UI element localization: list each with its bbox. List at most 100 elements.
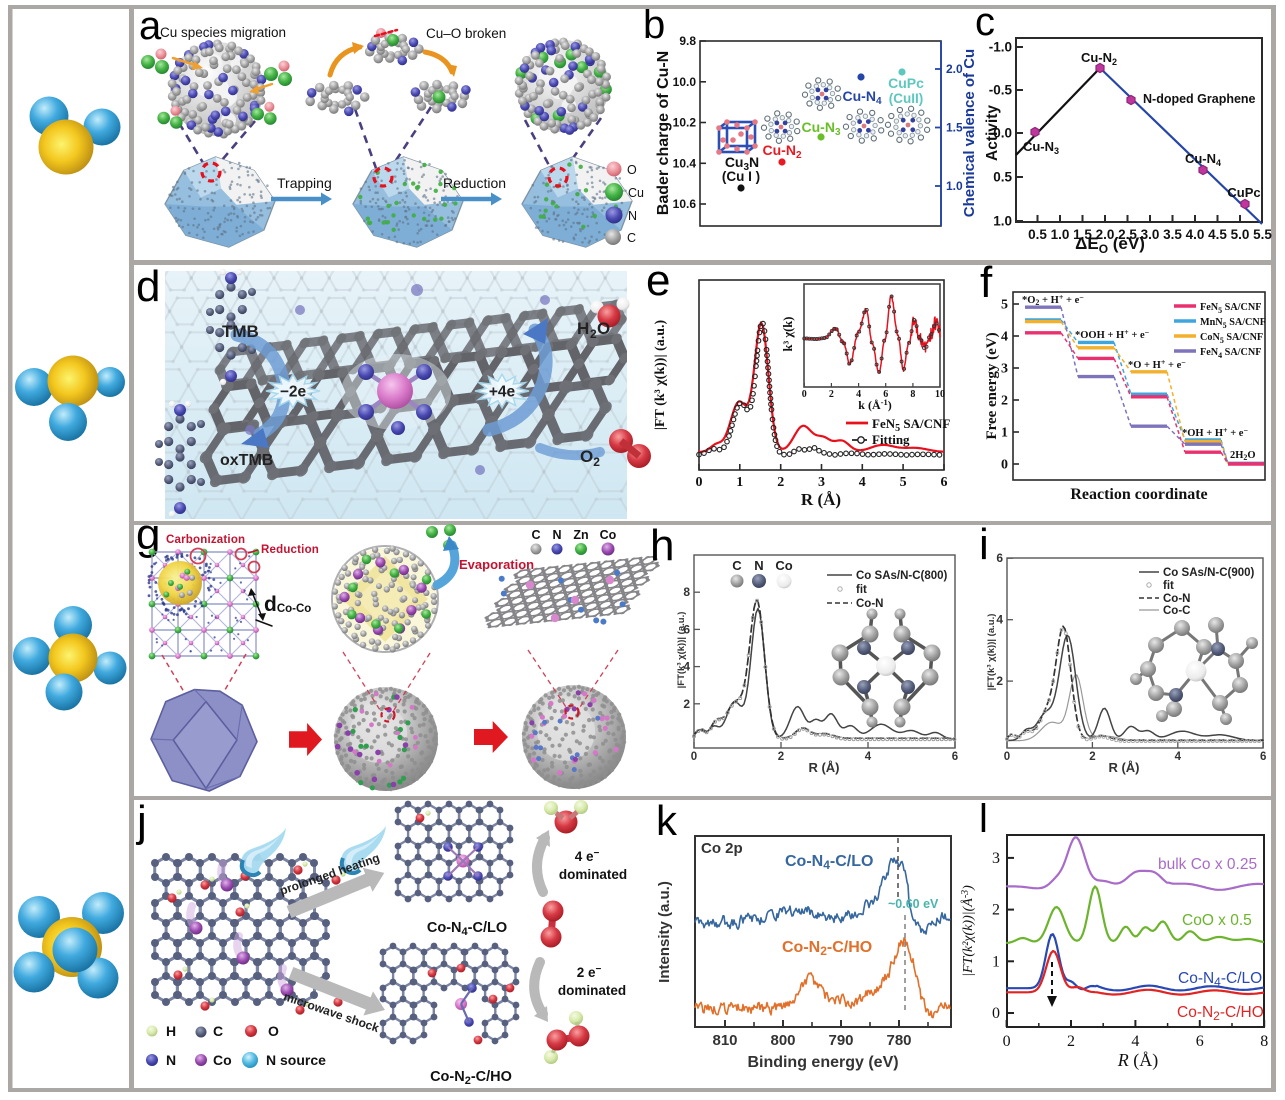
- svg-text:Binding energy (eV): Binding energy (eV): [747, 1054, 898, 1071]
- svg-text:O: O: [627, 163, 637, 177]
- svg-text:*O + H+ + e−: *O + H+ + e−: [1128, 358, 1186, 371]
- svg-text:790: 790: [828, 1032, 853, 1049]
- svg-text:Reduction: Reduction: [443, 175, 506, 191]
- svg-text:2: 2: [1089, 751, 1095, 763]
- svg-text:c: c: [975, 0, 995, 44]
- svg-text:0.5: 0.5: [993, 170, 1012, 185]
- svg-text:2H2O: 2H2O: [1230, 450, 1256, 462]
- svg-text:fit: fit: [856, 584, 867, 596]
- svg-text:4: 4: [1001, 330, 1008, 345]
- svg-text:|FT (k³ χ(k))| (a.u.): |FT (k³ χ(k))| (a.u.): [653, 320, 668, 431]
- svg-text:1: 1: [992, 953, 1000, 970]
- svg-text:(CuII): (CuII): [889, 91, 924, 106]
- svg-text:O: O: [268, 1023, 279, 1039]
- svg-text:Cu–O broken: Cu–O broken: [426, 26, 506, 41]
- svg-text:4: 4: [865, 751, 872, 763]
- svg-text:Chemical valence of Cu: Chemical valence of Cu: [961, 49, 978, 217]
- svg-text:9.8: 9.8: [679, 34, 696, 48]
- svg-text:k³ χ(k): k³ χ(k): [781, 317, 795, 352]
- svg-text:2: 2: [1001, 394, 1008, 409]
- svg-text:CuPc: CuPc: [1227, 185, 1260, 200]
- svg-text:b: b: [643, 3, 665, 47]
- svg-text:Co-N: Co-N: [1163, 593, 1190, 605]
- svg-text:1: 1: [1001, 426, 1008, 441]
- svg-text:Co-N2-C/HO: Co-N2-C/HO: [430, 1069, 512, 1087]
- svg-text:a: a: [139, 4, 162, 48]
- svg-text:*OH + H+ + e−: *OH + H+ + e−: [1182, 426, 1248, 439]
- svg-text:Co-N4-C/LO: Co-N4-C/LO: [785, 853, 873, 872]
- svg-text:Cu-N3: Cu-N3: [1023, 139, 1059, 156]
- svg-text:H: H: [166, 1023, 176, 1039]
- svg-text:2: 2: [590, 327, 597, 341]
- svg-text:N: N: [552, 528, 561, 542]
- svg-text:Zn: Zn: [573, 528, 588, 542]
- svg-text:C: C: [627, 231, 636, 245]
- svg-text:|FT(k³ χ(k))| (a.u.): |FT(k³ χ(k))| (a.u.): [986, 614, 997, 691]
- svg-text:3.5: 3.5: [1163, 227, 1182, 242]
- svg-text:3: 3: [1001, 362, 1008, 377]
- svg-text:k: k: [656, 797, 678, 844]
- svg-text:Co: Co: [600, 528, 617, 542]
- svg-text:(Cu I ): (Cu I ): [722, 169, 760, 184]
- svg-text:Bader charge of Cu-N: Bader charge of Cu-N: [655, 51, 672, 215]
- svg-text:Cu: Cu: [628, 186, 644, 200]
- svg-text:6: 6: [996, 551, 1003, 565]
- svg-text:oxTMB: oxTMB: [220, 452, 273, 469]
- svg-text:ΔEO (eV): ΔEO (eV): [1075, 234, 1145, 256]
- svg-text:4: 4: [1175, 751, 1182, 763]
- svg-text:Co-C: Co-C: [1163, 605, 1190, 617]
- svg-text:Cu-N4: Cu-N4: [1185, 151, 1221, 168]
- svg-text:10: 10: [935, 389, 945, 400]
- svg-text:H: H: [577, 319, 589, 338]
- svg-text:N: N: [628, 209, 637, 223]
- svg-text:Co-N4-C/LO: Co-N4-C/LO: [427, 920, 507, 938]
- svg-text:Trapping: Trapping: [277, 175, 332, 191]
- svg-text:Carbonization: Carbonization: [166, 534, 245, 546]
- svg-text:C: C: [213, 1023, 223, 1039]
- svg-text:Co SAs/N-C(900): Co SAs/N-C(900): [1163, 567, 1255, 579]
- svg-text:Co: Co: [775, 558, 792, 573]
- svg-text:TMB: TMB: [222, 322, 259, 341]
- svg-text:3: 3: [818, 475, 825, 490]
- svg-text:1: 1: [736, 475, 743, 490]
- svg-text:~0.60 eV: ~0.60 eV: [888, 897, 939, 911]
- svg-text:Intensity (a.u.): Intensity (a.u.): [656, 881, 673, 983]
- svg-text:l: l: [979, 797, 988, 841]
- svg-text:N: N: [166, 1052, 176, 1068]
- svg-text:|FT(k³ χ(k))| (a.u.): |FT(k³ χ(k))| (a.u.): [676, 612, 687, 689]
- svg-text:10.4: 10.4: [673, 156, 697, 170]
- svg-text:6: 6: [952, 751, 958, 763]
- svg-text:dominated: dominated: [559, 867, 627, 882]
- svg-text:CuPc: CuPc: [888, 75, 924, 91]
- svg-text:0.0: 0.0: [993, 126, 1012, 141]
- svg-text:2: 2: [778, 751, 784, 763]
- svg-text:e: e: [646, 256, 670, 305]
- svg-text:Reduction: Reduction: [261, 544, 319, 556]
- svg-text:R (Å): R (Å): [801, 490, 841, 509]
- svg-text:5: 5: [900, 475, 907, 490]
- svg-text:h: h: [650, 521, 674, 570]
- svg-text:f: f: [980, 258, 993, 307]
- svg-text:Cu-N2: Cu-N2: [1081, 50, 1117, 67]
- svg-text:-1.0: -1.0: [989, 40, 1012, 55]
- svg-text:N source: N source: [266, 1052, 326, 1068]
- svg-text:N: N: [754, 558, 763, 573]
- svg-text:Cu species migration: Cu species migration: [160, 25, 286, 40]
- svg-text:R (Å): R (Å): [808, 760, 839, 775]
- svg-text:4.5: 4.5: [1208, 227, 1227, 242]
- svg-text:R (Å): R (Å): [1108, 760, 1139, 775]
- svg-text:0: 0: [691, 751, 697, 763]
- svg-text:*OOH + H+ + e−: *OOH + H+ + e−: [1075, 328, 1150, 341]
- svg-text:5.0: 5.0: [1231, 227, 1250, 242]
- svg-text:6: 6: [941, 475, 948, 490]
- svg-text:Co 2p: Co 2p: [701, 840, 743, 857]
- svg-text:Co: Co: [213, 1052, 232, 1068]
- svg-text:C: C: [732, 558, 742, 573]
- svg-text:8: 8: [910, 389, 915, 400]
- svg-text:i: i: [979, 520, 989, 569]
- svg-text:4: 4: [996, 613, 1003, 627]
- svg-text:0.5: 0.5: [1028, 227, 1047, 242]
- svg-text:2: 2: [829, 389, 834, 400]
- svg-text:Free energy (eV): Free energy (eV): [984, 332, 1000, 439]
- svg-text:C: C: [531, 528, 540, 542]
